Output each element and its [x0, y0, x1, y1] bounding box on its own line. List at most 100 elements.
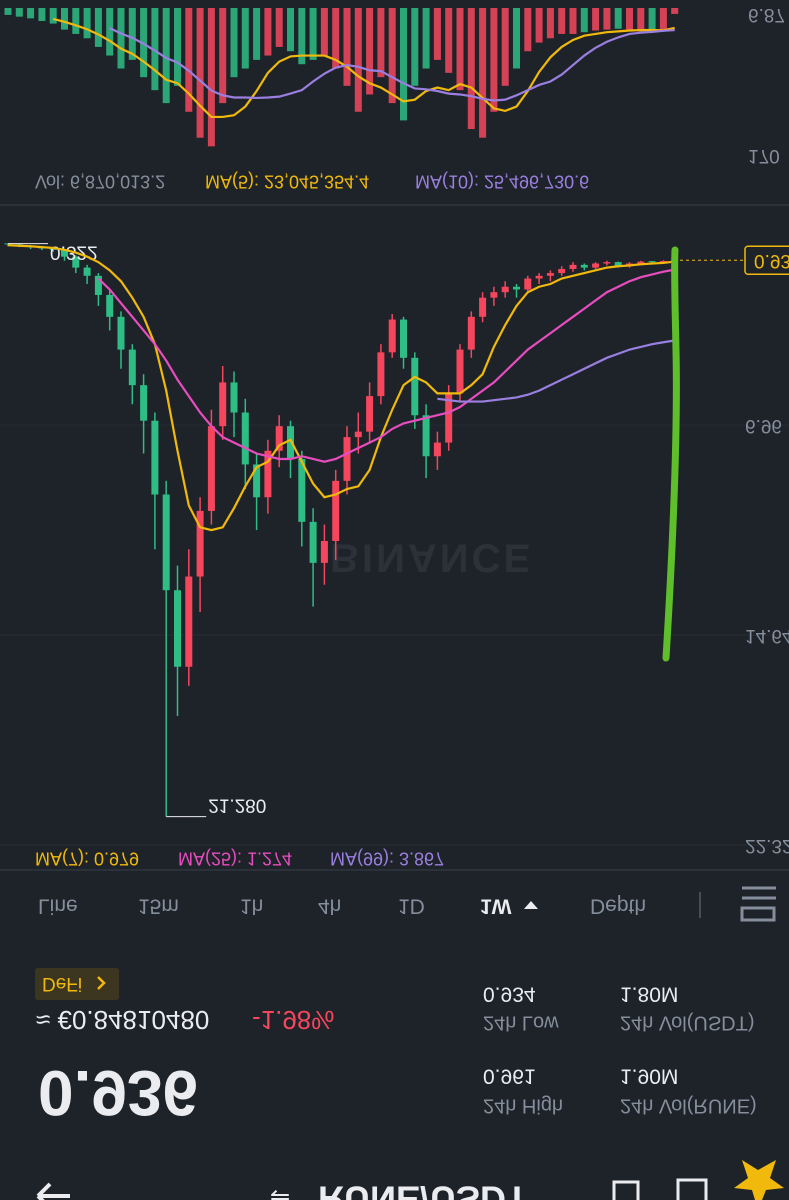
- volume-bar: [546, 8, 554, 39]
- volume-bar: [151, 8, 159, 91]
- volume-bar: [72, 8, 80, 34]
- candle-body: [400, 319, 407, 358]
- volume-bar: [400, 8, 407, 121]
- volume-bar: [15, 8, 23, 17]
- chart-icon[interactable]: [612, 1180, 640, 1200]
- candle-body: [637, 261, 645, 264]
- candle-body: [366, 396, 374, 432]
- stat-label: 24h Low: [483, 1012, 559, 1034]
- volume-ma-line: [109, 27, 675, 102]
- tag-chevron: [97, 976, 106, 990]
- volume-bar: [422, 8, 430, 69]
- candle-body: [479, 297, 487, 317]
- tag-label[interactable]: DeFi: [42, 973, 82, 994]
- candle-body: [309, 521, 317, 563]
- stat-value: 1.80M: [620, 982, 678, 1005]
- volume-bar: [128, 8, 136, 60]
- candle-body: [648, 261, 656, 263]
- volume-bar: [648, 8, 656, 31]
- candle-body: [467, 316, 475, 350]
- candle-body: [275, 426, 283, 451]
- volume-bar: [580, 8, 588, 33]
- tab[interactable]: 1h: [240, 894, 263, 917]
- candle-body: [501, 286, 509, 293]
- volume-bar: [287, 8, 294, 52]
- candle-body: [94, 275, 102, 295]
- candle-body: [332, 480, 340, 541]
- volume-bar: [637, 8, 645, 32]
- tab[interactable]: Depth: [590, 894, 646, 917]
- last-price-box: [744, 245, 789, 275]
- y-tick-label: 22.32: [745, 835, 789, 856]
- volume-bar: [61, 8, 68, 30]
- volume-bar: [185, 8, 193, 112]
- tab[interactable]: 1W: [480, 894, 512, 917]
- bell-icon[interactable]: [676, 1178, 708, 1200]
- candle-body: [388, 319, 396, 353]
- candle-body: [411, 357, 419, 416]
- volume-ma-line: [52, 17, 675, 119]
- tab[interactable]: 4h: [318, 894, 341, 917]
- volume-bar: [320, 8, 328, 56]
- back-icon[interactable]: [36, 1182, 70, 1200]
- candle-body: [298, 458, 306, 522]
- tab[interactable]: 1D: [398, 894, 425, 917]
- stat-value: 0.934: [483, 982, 536, 1005]
- settings-icon[interactable]: [740, 906, 776, 922]
- favorite-icon[interactable]: [734, 1160, 784, 1200]
- legend-entry: MA(10): 25,496,730.6: [415, 171, 589, 191]
- swap-icon[interactable]: ⇌: [270, 1184, 290, 1200]
- volume-bar: [456, 8, 464, 91]
- volume-bar: [513, 8, 520, 69]
- candle-body: [546, 273, 554, 276]
- volume-bar: [27, 8, 35, 19]
- volume-bar: [117, 8, 125, 69]
- candle-body: [83, 267, 91, 276]
- volume-bar: [671, 8, 679, 14]
- stat-value: 0.961: [483, 1064, 536, 1087]
- volume-bar: [275, 8, 283, 47]
- ma-line: [7, 244, 675, 532]
- max-label: 21.280: [208, 795, 266, 816]
- stat-value: 1.90M: [620, 1064, 678, 1087]
- volume-bar: [174, 8, 181, 86]
- volume-bar: [162, 8, 170, 104]
- hand-drawn-annotation: [662, 246, 680, 662]
- volume-bar: [106, 8, 114, 56]
- volume-bar: [411, 8, 419, 86]
- legend-entry: MA(25): 1.274: [178, 848, 292, 868]
- candle-body: [253, 464, 261, 498]
- volume-bar: [332, 8, 340, 69]
- candle-body: [72, 256, 80, 268]
- legend-entry: MA(7): 0.979: [35, 848, 139, 868]
- candle-body: [241, 412, 249, 465]
- legend-entry: MA(99): 3.867: [330, 848, 444, 868]
- volume-bar: [490, 8, 498, 112]
- volume-bar: [196, 8, 204, 138]
- y-tick-label: 14.64: [745, 625, 789, 646]
- candle-body: [558, 268, 566, 274]
- volume-bar: [4, 8, 12, 15]
- volume-bar: [366, 8, 374, 95]
- tag-badge[interactable]: [35, 968, 119, 1000]
- candle-body: [354, 431, 362, 438]
- y-tick-label: 6.96: [745, 415, 782, 436]
- last-price-label: 0.93: [754, 250, 789, 271]
- volume-bar: [626, 8, 633, 30]
- legend-entry: MA(5): 23,045,354.4: [205, 171, 369, 191]
- pair-title[interactable]: RUNE/USDT: [318, 1178, 528, 1200]
- tab[interactable]: 15m: [138, 894, 179, 917]
- candle-body: [603, 262, 611, 264]
- candle-body: [456, 349, 464, 394]
- y-tick-label: 6.87: [748, 4, 785, 25]
- volume-bar: [309, 8, 317, 60]
- stat-label: 24h High: [483, 1095, 563, 1117]
- candle-body: [490, 292, 498, 298]
- candle-body: [535, 275, 543, 279]
- candle-body: [151, 420, 159, 495]
- candle-body: [264, 450, 272, 498]
- tab[interactable]: Line: [38, 894, 78, 917]
- last-price: 0.936: [38, 1057, 198, 1129]
- volume-bar: [377, 8, 385, 78]
